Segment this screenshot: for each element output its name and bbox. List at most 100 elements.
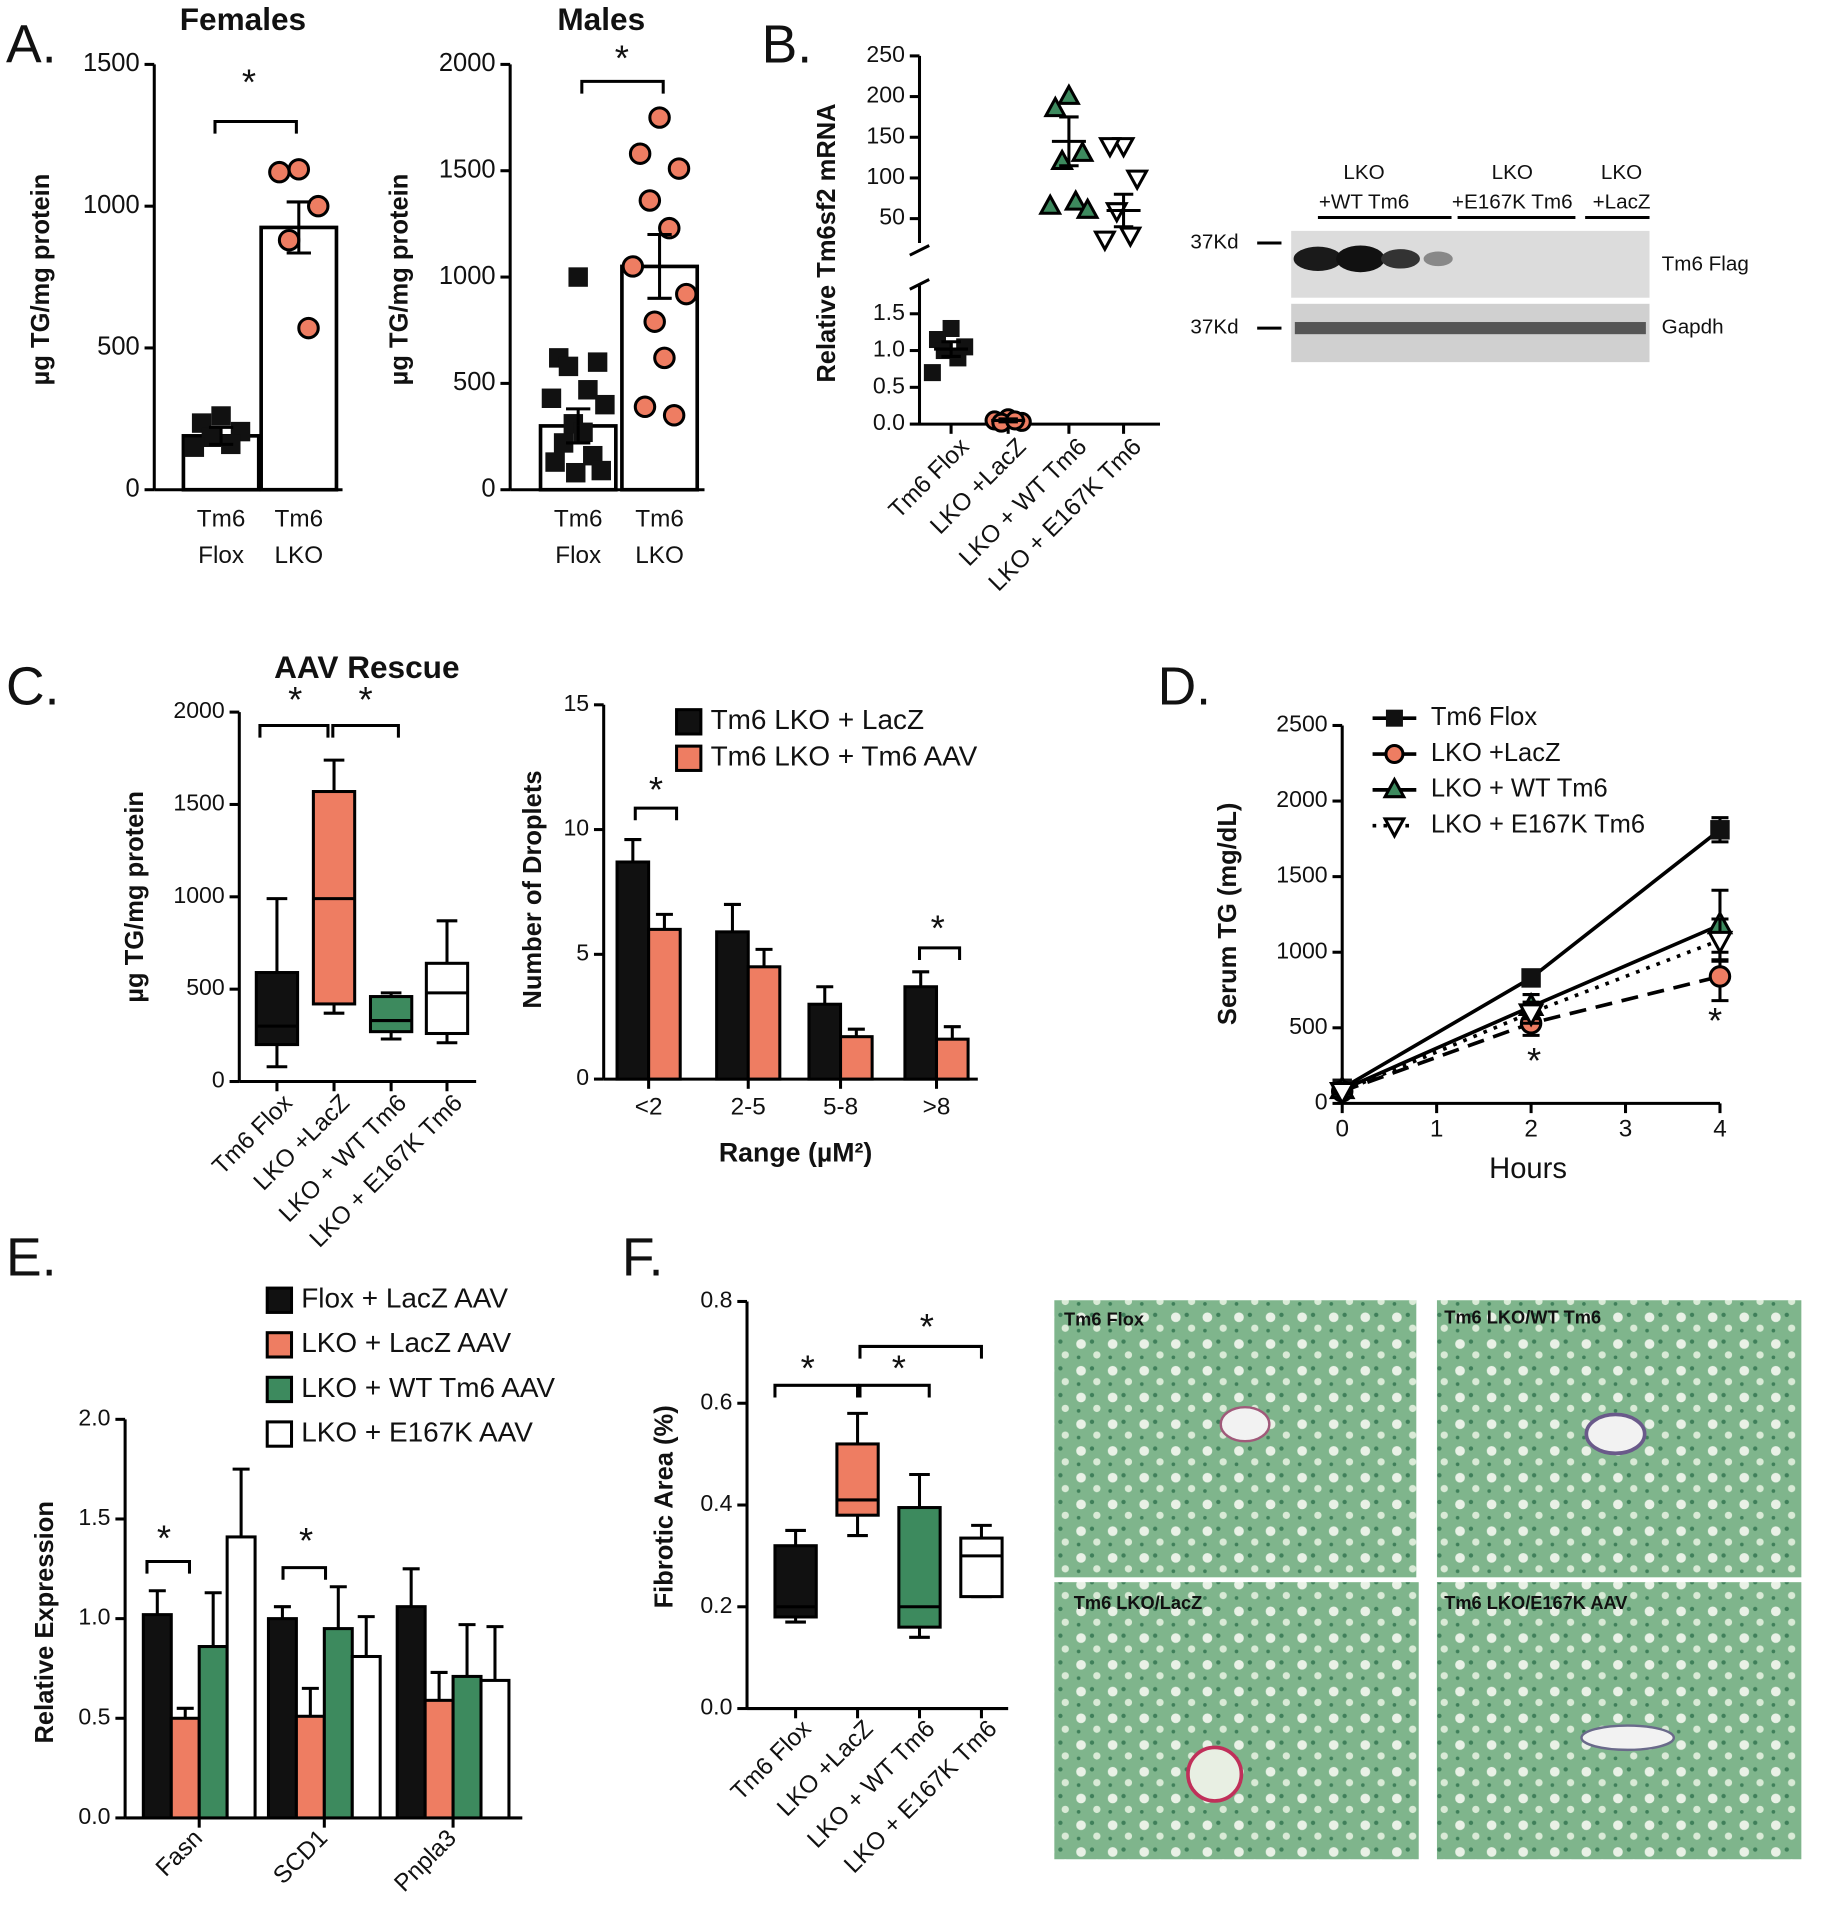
- marker: [287, 158, 311, 181]
- legend-swatch: [265, 1286, 294, 1314]
- y-tick-label: 500: [97, 333, 140, 361]
- marker: [541, 388, 562, 408]
- error-bar: [458, 1623, 476, 1677]
- legend-label: Tm6 LKO + LacZ: [711, 704, 924, 735]
- bracket: [281, 1566, 328, 1580]
- marker: [628, 142, 652, 165]
- x-tick-label: >8: [923, 1094, 951, 1121]
- bar: [934, 1037, 970, 1081]
- bar: [259, 225, 339, 492]
- box: [368, 995, 414, 1034]
- marker: [662, 404, 686, 427]
- error-bar: [655, 912, 673, 930]
- vessel: [1219, 1405, 1271, 1443]
- series-line: [1341, 938, 1721, 1093]
- y-axis-title: Serum TG (mg/dL): [1214, 803, 1242, 1025]
- y-tick-label: 2.0: [78, 1404, 110, 1430]
- legend-label: LKO + WT Tm6 AAV: [301, 1372, 555, 1403]
- marker: [566, 462, 586, 483]
- panel-label: D.: [1158, 657, 1211, 716]
- significance: *: [931, 907, 945, 948]
- blot-group: LKO: [1492, 161, 1533, 184]
- bracket: [580, 79, 665, 94]
- error-bar: [624, 838, 642, 863]
- y-tick-label: 0.4: [700, 1490, 732, 1516]
- bracket: [858, 1383, 931, 1398]
- y-axis-title: µg TG/mg protein: [121, 791, 149, 1003]
- marker: [1063, 188, 1088, 211]
- bar: [350, 1654, 382, 1820]
- western-blot: LKO +WT Tm6 LKO +E167K Tm6 LKO +LacZ 37K…: [1190, 161, 1749, 363]
- legend-marker: [1382, 817, 1407, 840]
- y-tick-label: 250: [866, 41, 905, 67]
- marker: [1038, 193, 1063, 215]
- bracket: [213, 120, 298, 134]
- bar: [807, 1002, 843, 1081]
- chart-title: Males: [557, 1, 645, 37]
- bar: [839, 1035, 874, 1081]
- box: [773, 1544, 818, 1619]
- marker: [211, 406, 231, 426]
- box: [424, 961, 470, 1036]
- significance: *: [288, 679, 302, 720]
- y-tick-label: 0.0: [78, 1803, 110, 1829]
- error-bar: [232, 1467, 250, 1537]
- marker: [1125, 169, 1150, 192]
- blot-band: [1381, 249, 1420, 269]
- bracket: [145, 1560, 192, 1574]
- y-tick-label: 0: [126, 474, 140, 502]
- y-tick-label: 0: [1315, 1088, 1328, 1114]
- vessel: [1584, 1412, 1647, 1456]
- bar: [141, 1613, 173, 1820]
- chart-title: AAV Rescue: [274, 649, 459, 685]
- error-bar: [755, 947, 773, 967]
- significance: *: [1708, 1000, 1722, 1041]
- y-tick-label: 1.5: [873, 299, 905, 325]
- significance: *: [299, 1520, 313, 1561]
- x-tick-label: Tm6: [554, 506, 603, 533]
- y-tick-label: 15: [563, 690, 589, 716]
- significance: *: [1527, 1040, 1541, 1081]
- marker: [1070, 140, 1095, 162]
- y-tick-label: 0.0: [700, 1694, 732, 1720]
- error-bar: [286, 227, 311, 255]
- error-bar: [566, 425, 591, 445]
- bracket: [633, 806, 679, 821]
- error-bar: [208, 435, 234, 446]
- marker: [1092, 230, 1117, 253]
- y-tick-label: 50: [879, 204, 905, 230]
- y-axis-title: µg TG/mg protein: [386, 174, 414, 386]
- y-tick-label: 2000: [1276, 786, 1327, 812]
- y-tick-label: 1500: [439, 155, 496, 183]
- error-bar: [998, 417, 1018, 421]
- y-tick-label: 500: [1289, 1013, 1328, 1039]
- y-tick-label: 0.5: [78, 1703, 110, 1729]
- histology-image: [1054, 1582, 1419, 1860]
- x-tick-label: 3: [1619, 1116, 1633, 1143]
- legend-swatch: [265, 1375, 294, 1404]
- marker: [201, 427, 222, 447]
- x-tick-label: LKO: [275, 542, 324, 569]
- y-tick-label: 0.6: [700, 1388, 732, 1414]
- histology-label: Tm6 Flox: [1064, 1310, 1144, 1330]
- y-tick-label: 2500: [1276, 711, 1327, 737]
- blot-band: [1294, 322, 1646, 335]
- legend-label: Tm6 LKO + Tm6 AAV: [711, 741, 978, 772]
- bracket: [858, 1344, 983, 1359]
- bracket: [917, 946, 962, 960]
- y-tick-label: 0.5: [873, 372, 905, 398]
- y-tick-label: 2000: [173, 697, 224, 723]
- bar: [746, 965, 782, 1081]
- blot-group: LKO: [1343, 161, 1384, 184]
- panel-label: E.: [6, 1228, 56, 1287]
- marker: [621, 255, 645, 278]
- marker: [1710, 820, 1730, 840]
- y-axis-title: µg TG/mg protein: [27, 174, 55, 386]
- marker: [648, 106, 671, 129]
- y-tick-label: 0: [212, 1067, 225, 1093]
- significance: *: [801, 1347, 815, 1388]
- x-tick-label: Tm6: [275, 506, 324, 533]
- marker: [1098, 137, 1122, 159]
- error-bar: [723, 902, 741, 932]
- marker: [277, 228, 301, 252]
